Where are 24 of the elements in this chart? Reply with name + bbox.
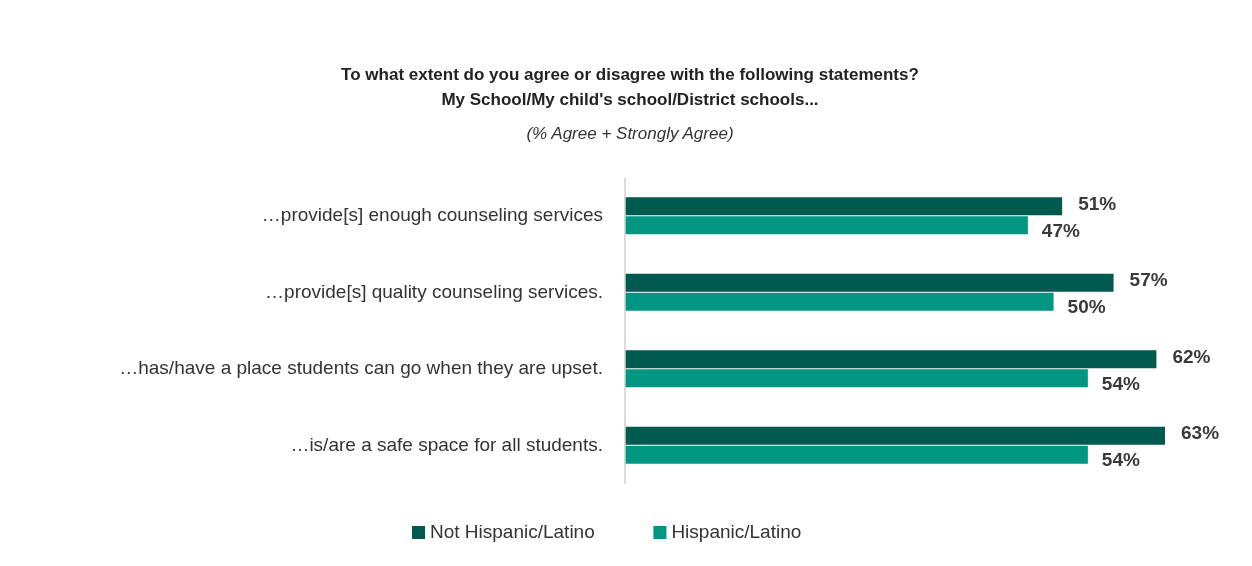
bar: [625, 350, 1157, 369]
data-label: 54%: [1101, 372, 1140, 394]
bar: [625, 445, 1088, 464]
bar: [625, 216, 1028, 235]
data-label: 47%: [1041, 219, 1080, 241]
data-label: 54%: [1101, 449, 1140, 471]
bar: [625, 426, 1165, 445]
y-tick-label: …is/are a safe space for all students.: [290, 433, 603, 455]
chart-subtitle: (% Agree + Strongly Agree): [526, 124, 734, 143]
data-label: 57%: [1129, 269, 1168, 291]
data-label: 63%: [1181, 422, 1220, 444]
bar: [625, 292, 1054, 311]
legend-label: Hispanic/Latino: [671, 521, 802, 543]
data-label: 50%: [1067, 296, 1106, 318]
bar: [625, 273, 1114, 292]
legend-label: Not Hispanic/Latino: [430, 521, 595, 543]
bar: [625, 369, 1088, 388]
y-tick-label: …provide[s] enough counseling services: [261, 204, 603, 226]
chart-title: To what extent do you agree or disagree with the following statements? My School/My child's school/District schools...: [341, 65, 919, 109]
bar: [625, 197, 1063, 216]
data-label: 62%: [1172, 345, 1211, 367]
y-tick-label: …provide[s] quality counseling services.: [265, 280, 603, 302]
data-label: 51%: [1078, 192, 1117, 214]
y-tick-label: …has/have a place students can go when they are upset.: [119, 357, 603, 379]
